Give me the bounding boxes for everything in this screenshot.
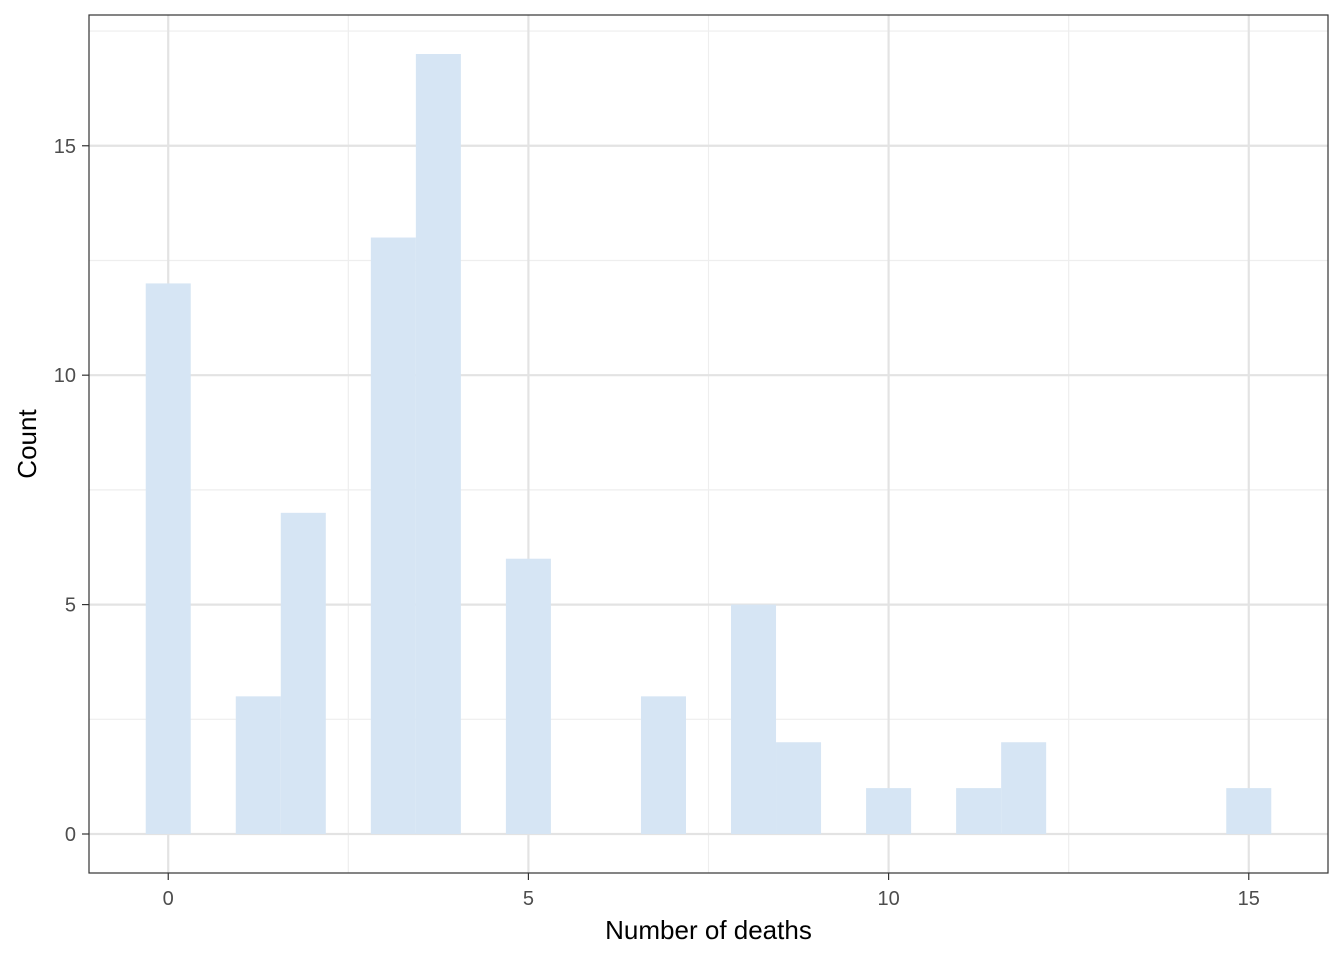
histogram-bar — [505, 558, 551, 834]
histogram-bar — [956, 788, 1002, 834]
x-tick-label: 0 — [163, 888, 174, 910]
histogram-bar — [145, 283, 191, 835]
x-tick-label: 10 — [877, 888, 899, 910]
y-tick-label: 0 — [65, 824, 76, 846]
histogram-bar — [1226, 788, 1272, 834]
histogram-bars — [145, 54, 1272, 835]
histogram-bar — [370, 237, 416, 834]
y-tick-label: 15 — [54, 136, 76, 158]
axis-ticks — [82, 145, 1250, 880]
y-tick-label: 10 — [54, 365, 76, 387]
y-axis-title: Count — [12, 409, 42, 479]
x-tick-label: 5 — [523, 888, 534, 910]
histogram-bar — [640, 696, 686, 834]
histogram-bar — [415, 54, 461, 834]
axis-tick-labels: 0 5 10 15 0 5 10 15 — [54, 136, 1260, 910]
panel-border — [88, 14, 1329, 874]
histogram-bar — [280, 512, 326, 834]
histogram-bar — [1001, 742, 1047, 834]
y-tick-label: 5 — [65, 595, 76, 617]
histogram-bar — [776, 742, 822, 834]
histogram-bar — [866, 788, 912, 834]
x-tick-label: 15 — [1238, 888, 1260, 910]
x-axis-title: Number of deaths — [605, 915, 812, 945]
histogram-bar — [235, 696, 281, 834]
histogram-bar — [731, 604, 777, 834]
